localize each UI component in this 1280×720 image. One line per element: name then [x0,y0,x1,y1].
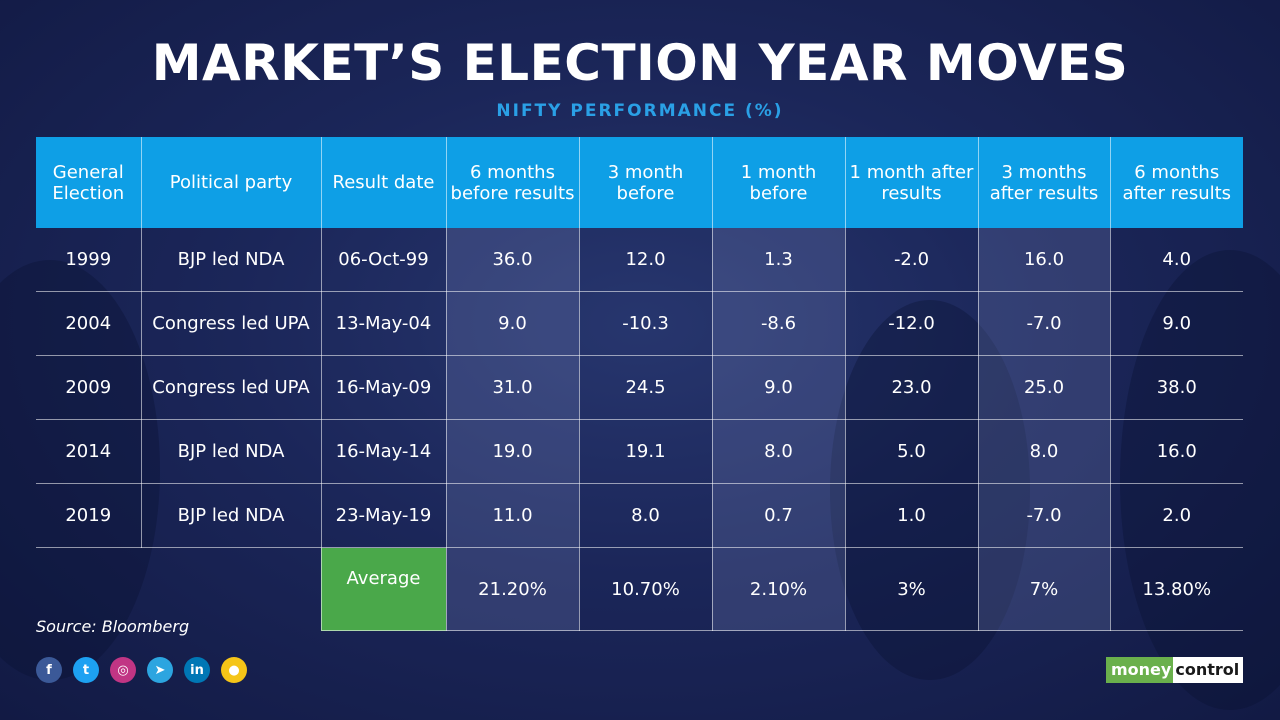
table-row: 2009 Congress led UPA 16-May-09 31.0 24.5 9.0… [36,355,1243,420]
koo-icon[interactable]: ● [221,657,247,683]
twitter-icon[interactable]: t [73,657,99,683]
table-cell: BJP led NDA [141,228,322,292]
table-row: 2014 BJP led NDA 16-May-14 19.0 19.1 8.0 5.0 8.… [36,419,1243,484]
page-title: MARKET’S ELECTION YEAR MOVES [151,34,1129,92]
table-cell: 16.0 [1110,419,1243,484]
logo-part-money: money [1106,657,1174,683]
table-cell: BJP led NDA [141,419,322,484]
table-cell: 2014 [36,419,142,484]
column-header: Result date [321,137,447,228]
table-cell: 9.0 [1110,291,1243,356]
table-cell: 24.5 [579,355,713,420]
table-cell: 06-Oct-99 [321,228,447,292]
table-cell: 23.0 [845,355,979,420]
table-header-row: General Election Political party Result da… [36,137,1243,228]
column-header: 1 month before [712,137,846,228]
table-cell: 31.0 [446,355,580,420]
table-cell: 8.0 [579,483,713,548]
instagram-icon[interactable]: ◎ [110,657,136,683]
facebook-icon[interactable]: f [36,657,62,683]
table-cell: 19.0 [446,419,580,484]
table-cell: BJP led NDA [141,483,322,548]
column-header: 3 month before [579,137,713,228]
table-cell: -8.6 [712,291,846,356]
table-cell: 9.0 [446,291,580,356]
average-value: 3% [845,547,979,631]
table-cell: Congress led UPA [141,355,322,420]
table-cell: -7.0 [978,291,1111,356]
election-table: General Election Political party Result da… [36,137,1243,631]
table-cell: 16-May-14 [321,419,447,484]
column-header: Political party [141,137,322,228]
table-cell: 0.7 [712,483,846,548]
table-row: 1999 BJP led NDA 06-Oct-99 36.0 12.0 1.3 -2.0 1… [36,228,1243,292]
table-cell: -2.0 [845,228,979,292]
table-cell: 11.0 [446,483,580,548]
table-cell: -10.3 [579,291,713,356]
column-header: 3 months after results [978,137,1111,228]
page-subtitle: NIFTY PERFORMANCE (%) [496,101,784,121]
average-value: 2.10% [712,547,846,631]
table-cell: 1.0 [845,483,979,548]
table-cell: 13-May-04 [321,291,447,356]
average-value: 21.20% [446,547,580,631]
social-icons: f t ◎ ➤ in ● [36,657,247,683]
table-cell: 2.0 [1110,483,1243,548]
table-cell: 1.3 [712,228,846,292]
table-cell: 25.0 [978,355,1111,420]
average-value: 7% [978,547,1111,631]
table-cell: 38.0 [1110,355,1243,420]
table-cell: -12.0 [845,291,979,356]
table-cell: 4.0 [1110,228,1243,292]
table-body: 1999 BJP led NDA 06-Oct-99 36.0 12.0 1.3 -2.0 1… [36,228,1243,631]
table-cell: 2019 [36,483,142,548]
table-cell: 16.0 [978,228,1111,292]
table-cell: 16-May-09 [321,355,447,420]
table-cell: 8.0 [712,419,846,484]
logo-part-control: control [1173,657,1244,683]
table-cell: 2009 [36,355,142,420]
table-cell: 36.0 [446,228,580,292]
column-header: General Election [36,137,142,228]
table-cell: 23-May-19 [321,483,447,548]
moneycontrol-logo: money control [1106,657,1244,683]
table-row: 2019 BJP led NDA 23-May-19 11.0 8.0 0.7 1.0 -7.… [36,483,1243,548]
table-cell: 19.1 [579,419,713,484]
column-header: 6 months before results [446,137,580,228]
table-cell: 12.0 [579,228,713,292]
table-cell: Congress led UPA [141,291,322,356]
table-cell: 2004 [36,291,142,356]
average-value: 10.70% [579,547,713,631]
telegram-icon[interactable]: ➤ [147,657,173,683]
empty-cell [36,547,322,631]
column-header: 1 month after results [845,137,979,228]
linkedin-icon[interactable]: in [184,657,210,683]
table-row: 2004 Congress led UPA 13-May-04 9.0 -10.3 -8.… [36,291,1243,356]
average-label: Average [321,547,447,631]
table-cell: 8.0 [978,419,1111,484]
table-cell: 1999 [36,228,142,292]
table-cell: 5.0 [845,419,979,484]
source-note: Source: Bloomberg [36,617,190,636]
table-cell: 9.0 [712,355,846,420]
average-row: Average 21.20% 10.70% 2.10% 3% 7% 13.80% [36,547,1243,631]
column-header: 6 months after results [1110,137,1243,228]
average-value: 13.80% [1110,547,1243,631]
table-cell: -7.0 [978,483,1111,548]
